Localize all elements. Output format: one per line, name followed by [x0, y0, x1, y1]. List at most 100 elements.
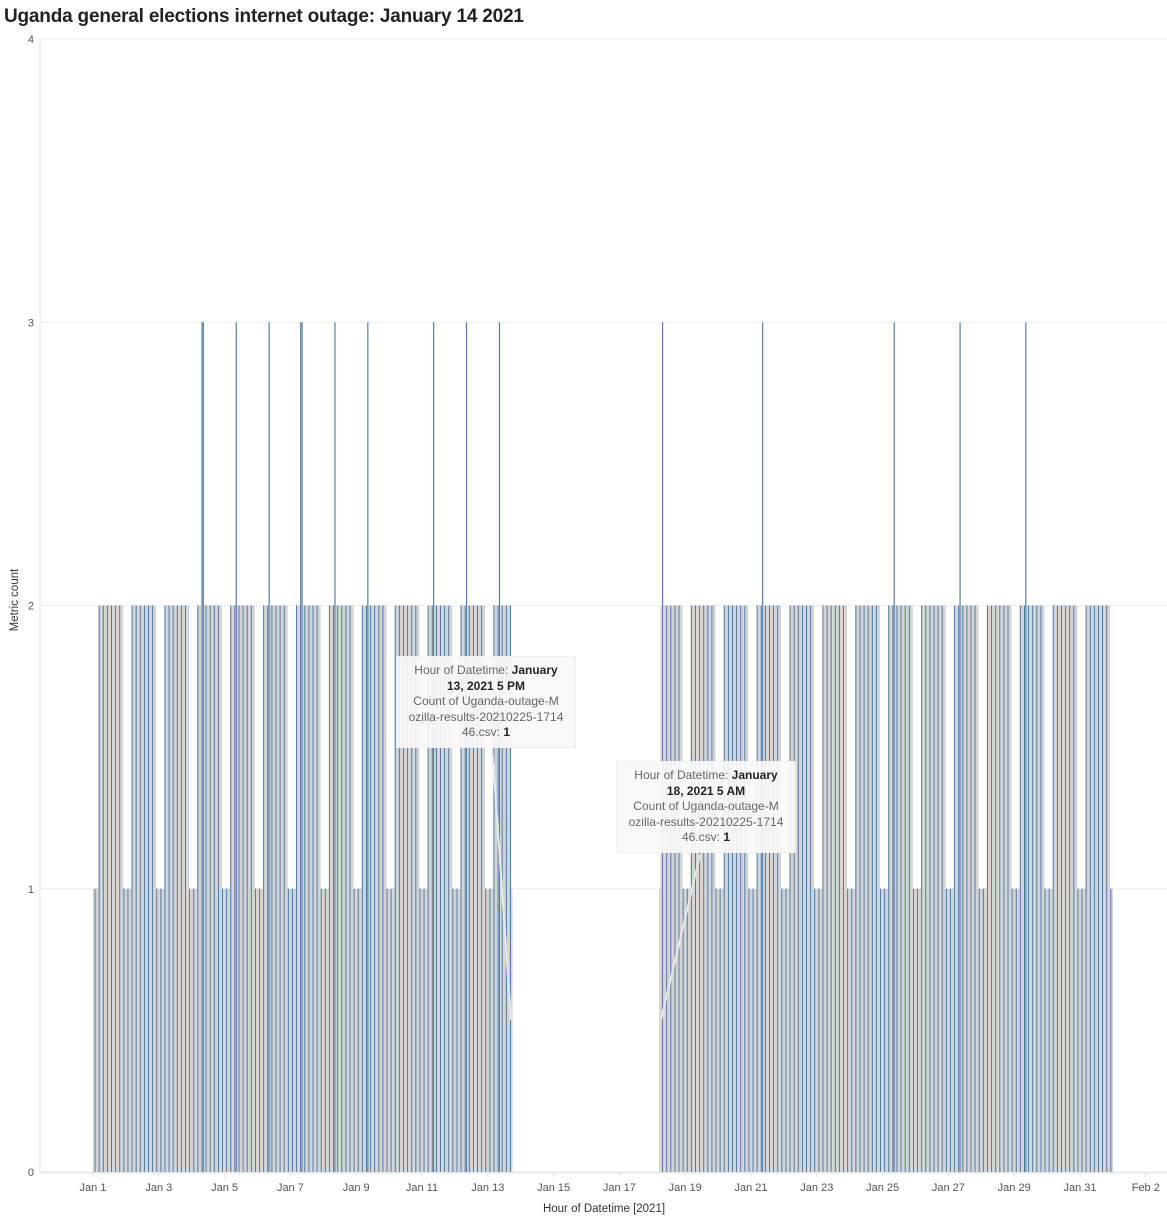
bar	[424, 888, 427, 1172]
bar	[873, 605, 875, 1172]
bar	[835, 605, 838, 1172]
bar	[1082, 888, 1085, 1172]
bar	[389, 888, 391, 1172]
bar	[681, 605, 683, 1172]
bar	[788, 888, 790, 1172]
bar	[157, 888, 159, 1172]
bar	[223, 888, 225, 1172]
bar	[335, 605, 338, 1172]
bar	[903, 605, 905, 1172]
bar	[977, 605, 979, 1172]
bar	[1088, 605, 1090, 1172]
bar	[1078, 888, 1081, 1172]
bar	[409, 605, 412, 1172]
bar	[755, 888, 757, 1172]
bar	[471, 605, 473, 1172]
bar	[936, 605, 938, 1172]
bar	[841, 605, 843, 1172]
bar	[490, 888, 492, 1172]
bar	[130, 888, 132, 1172]
bar	[461, 605, 464, 1172]
bar	[955, 605, 957, 1172]
bar	[140, 605, 143, 1172]
bar	[952, 888, 954, 1172]
bar	[453, 888, 455, 1172]
bar	[397, 605, 399, 1172]
bar	[430, 605, 432, 1172]
bar	[759, 605, 761, 1172]
bar	[342, 605, 344, 1172]
bar	[400, 605, 402, 1172]
bar	[853, 888, 856, 1172]
bar	[249, 605, 251, 1172]
bar	[401, 605, 403, 1172]
bar	[889, 605, 891, 1172]
bar	[1001, 605, 1004, 1172]
bar	[358, 888, 361, 1172]
bar	[508, 605, 510, 1172]
bar	[934, 605, 937, 1172]
bar	[306, 605, 309, 1172]
bar	[376, 605, 379, 1172]
bar	[1051, 888, 1053, 1172]
bar	[915, 888, 917, 1172]
bar	[796, 605, 798, 1172]
x-tick-label: Jan 13	[471, 1182, 504, 1194]
bar	[167, 605, 169, 1172]
bar	[194, 888, 196, 1172]
bar	[162, 888, 165, 1172]
bar	[506, 605, 509, 1172]
bar	[190, 888, 192, 1172]
bar	[988, 605, 990, 1172]
bar	[675, 605, 678, 1172]
bar	[450, 605, 453, 1172]
bar	[417, 605, 420, 1172]
bar	[125, 888, 128, 1172]
bar	[1010, 605, 1012, 1172]
bar	[697, 605, 699, 1172]
bar	[905, 605, 908, 1172]
tooltip-value: 1	[723, 830, 731, 844]
bar	[383, 605, 386, 1172]
bar	[848, 888, 850, 1172]
bar	[1092, 605, 1094, 1172]
bar	[153, 605, 155, 1172]
bar	[206, 605, 209, 1172]
bar	[265, 605, 268, 1172]
bar	[1103, 605, 1105, 1172]
bar	[182, 605, 184, 1172]
bar	[1075, 605, 1078, 1172]
bar	[1014, 888, 1016, 1172]
bar	[992, 605, 994, 1172]
tooltip-measure: ozilla-results-20210225-1714	[628, 814, 784, 829]
x-tick-label: Jan 27	[932, 1182, 965, 1194]
bar	[718, 888, 720, 1172]
bar	[1053, 605, 1056, 1172]
bar	[942, 605, 945, 1172]
bar	[97, 888, 99, 1172]
bar	[475, 605, 477, 1172]
bar	[260, 888, 262, 1172]
tooltip-date: 13, 2021 5 PM	[446, 678, 526, 693]
bar	[1080, 888, 1082, 1172]
bar	[1063, 605, 1065, 1172]
bar	[428, 605, 431, 1172]
bar	[272, 605, 274, 1172]
bar	[1095, 605, 1097, 1172]
bar	[317, 605, 320, 1172]
bar	[894, 605, 897, 1172]
bar	[766, 605, 768, 1172]
bar	[973, 605, 975, 1172]
bar	[158, 888, 161, 1172]
bar	[273, 605, 276, 1172]
bar	[438, 605, 440, 1172]
bar	[338, 605, 340, 1172]
tooltip-field-label: Hour of Datetime:	[414, 663, 509, 677]
bar	[770, 605, 772, 1172]
bar	[860, 605, 863, 1172]
bar	[321, 888, 324, 1172]
bar	[704, 605, 706, 1172]
bar	[479, 605, 481, 1172]
bar	[985, 888, 987, 1172]
bar	[1047, 888, 1049, 1172]
